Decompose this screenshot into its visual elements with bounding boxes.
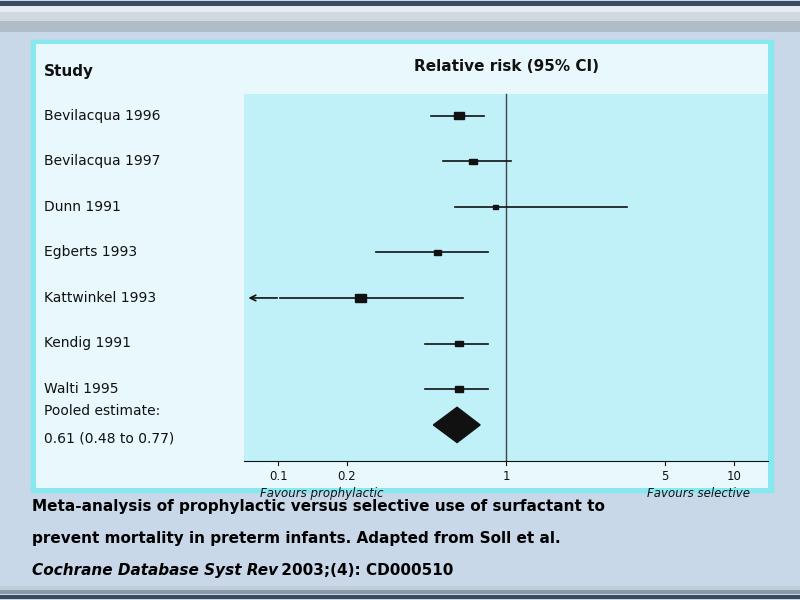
Text: Meta-analysis of prophylactic versus selective use of surfactant to: Meta-analysis of prophylactic versus sel… xyxy=(32,499,605,514)
Bar xyxy=(493,205,498,209)
Text: 1: 1 xyxy=(502,470,510,482)
Bar xyxy=(0,586,800,590)
Bar xyxy=(36,44,768,488)
Text: 0.1: 0.1 xyxy=(269,470,287,482)
Bar xyxy=(0,21,800,31)
Text: Favours selective: Favours selective xyxy=(647,487,750,500)
Bar xyxy=(470,158,478,164)
Bar xyxy=(434,250,441,255)
Text: Bevilacqua 1996: Bevilacqua 1996 xyxy=(44,109,161,123)
Bar xyxy=(32,41,772,491)
Bar xyxy=(454,386,462,392)
Text: Egberts 1993: Egberts 1993 xyxy=(44,245,137,259)
Text: Cochrane Database Syst Rev: Cochrane Database Syst Rev xyxy=(32,563,278,578)
Polygon shape xyxy=(434,407,480,443)
Bar xyxy=(0,1,800,6)
Text: Pooled estimate:: Pooled estimate: xyxy=(44,404,160,418)
Text: 0.2: 0.2 xyxy=(338,470,356,482)
Text: Dunn 1991: Dunn 1991 xyxy=(44,200,121,214)
Text: Relative risk (95% CI): Relative risk (95% CI) xyxy=(414,59,598,74)
Text: prevent mortality in preterm infants. Adapted from Soll et al.: prevent mortality in preterm infants. Ad… xyxy=(32,532,561,547)
Bar xyxy=(0,1,800,6)
Text: Walti 1995: Walti 1995 xyxy=(44,382,118,396)
Bar xyxy=(454,112,463,119)
Text: 0.61 (0.48 to 0.77): 0.61 (0.48 to 0.77) xyxy=(44,432,174,446)
Bar xyxy=(244,94,768,461)
Bar xyxy=(0,10,800,21)
Bar xyxy=(0,590,800,594)
Bar xyxy=(454,341,462,346)
Text: 2003;(4): CD000510: 2003;(4): CD000510 xyxy=(276,563,454,578)
Text: Favours prophylactic: Favours prophylactic xyxy=(260,487,383,500)
Text: Study: Study xyxy=(44,64,94,79)
Text: Kattwinkel 1993: Kattwinkel 1993 xyxy=(44,291,156,305)
Text: 5: 5 xyxy=(662,470,669,482)
Text: Bevilacqua 1997: Bevilacqua 1997 xyxy=(44,154,160,169)
Text: 10: 10 xyxy=(726,470,742,482)
Bar xyxy=(0,595,800,599)
Text: Kendig 1991: Kendig 1991 xyxy=(44,337,131,350)
Bar xyxy=(355,295,366,302)
Bar xyxy=(0,1,800,12)
